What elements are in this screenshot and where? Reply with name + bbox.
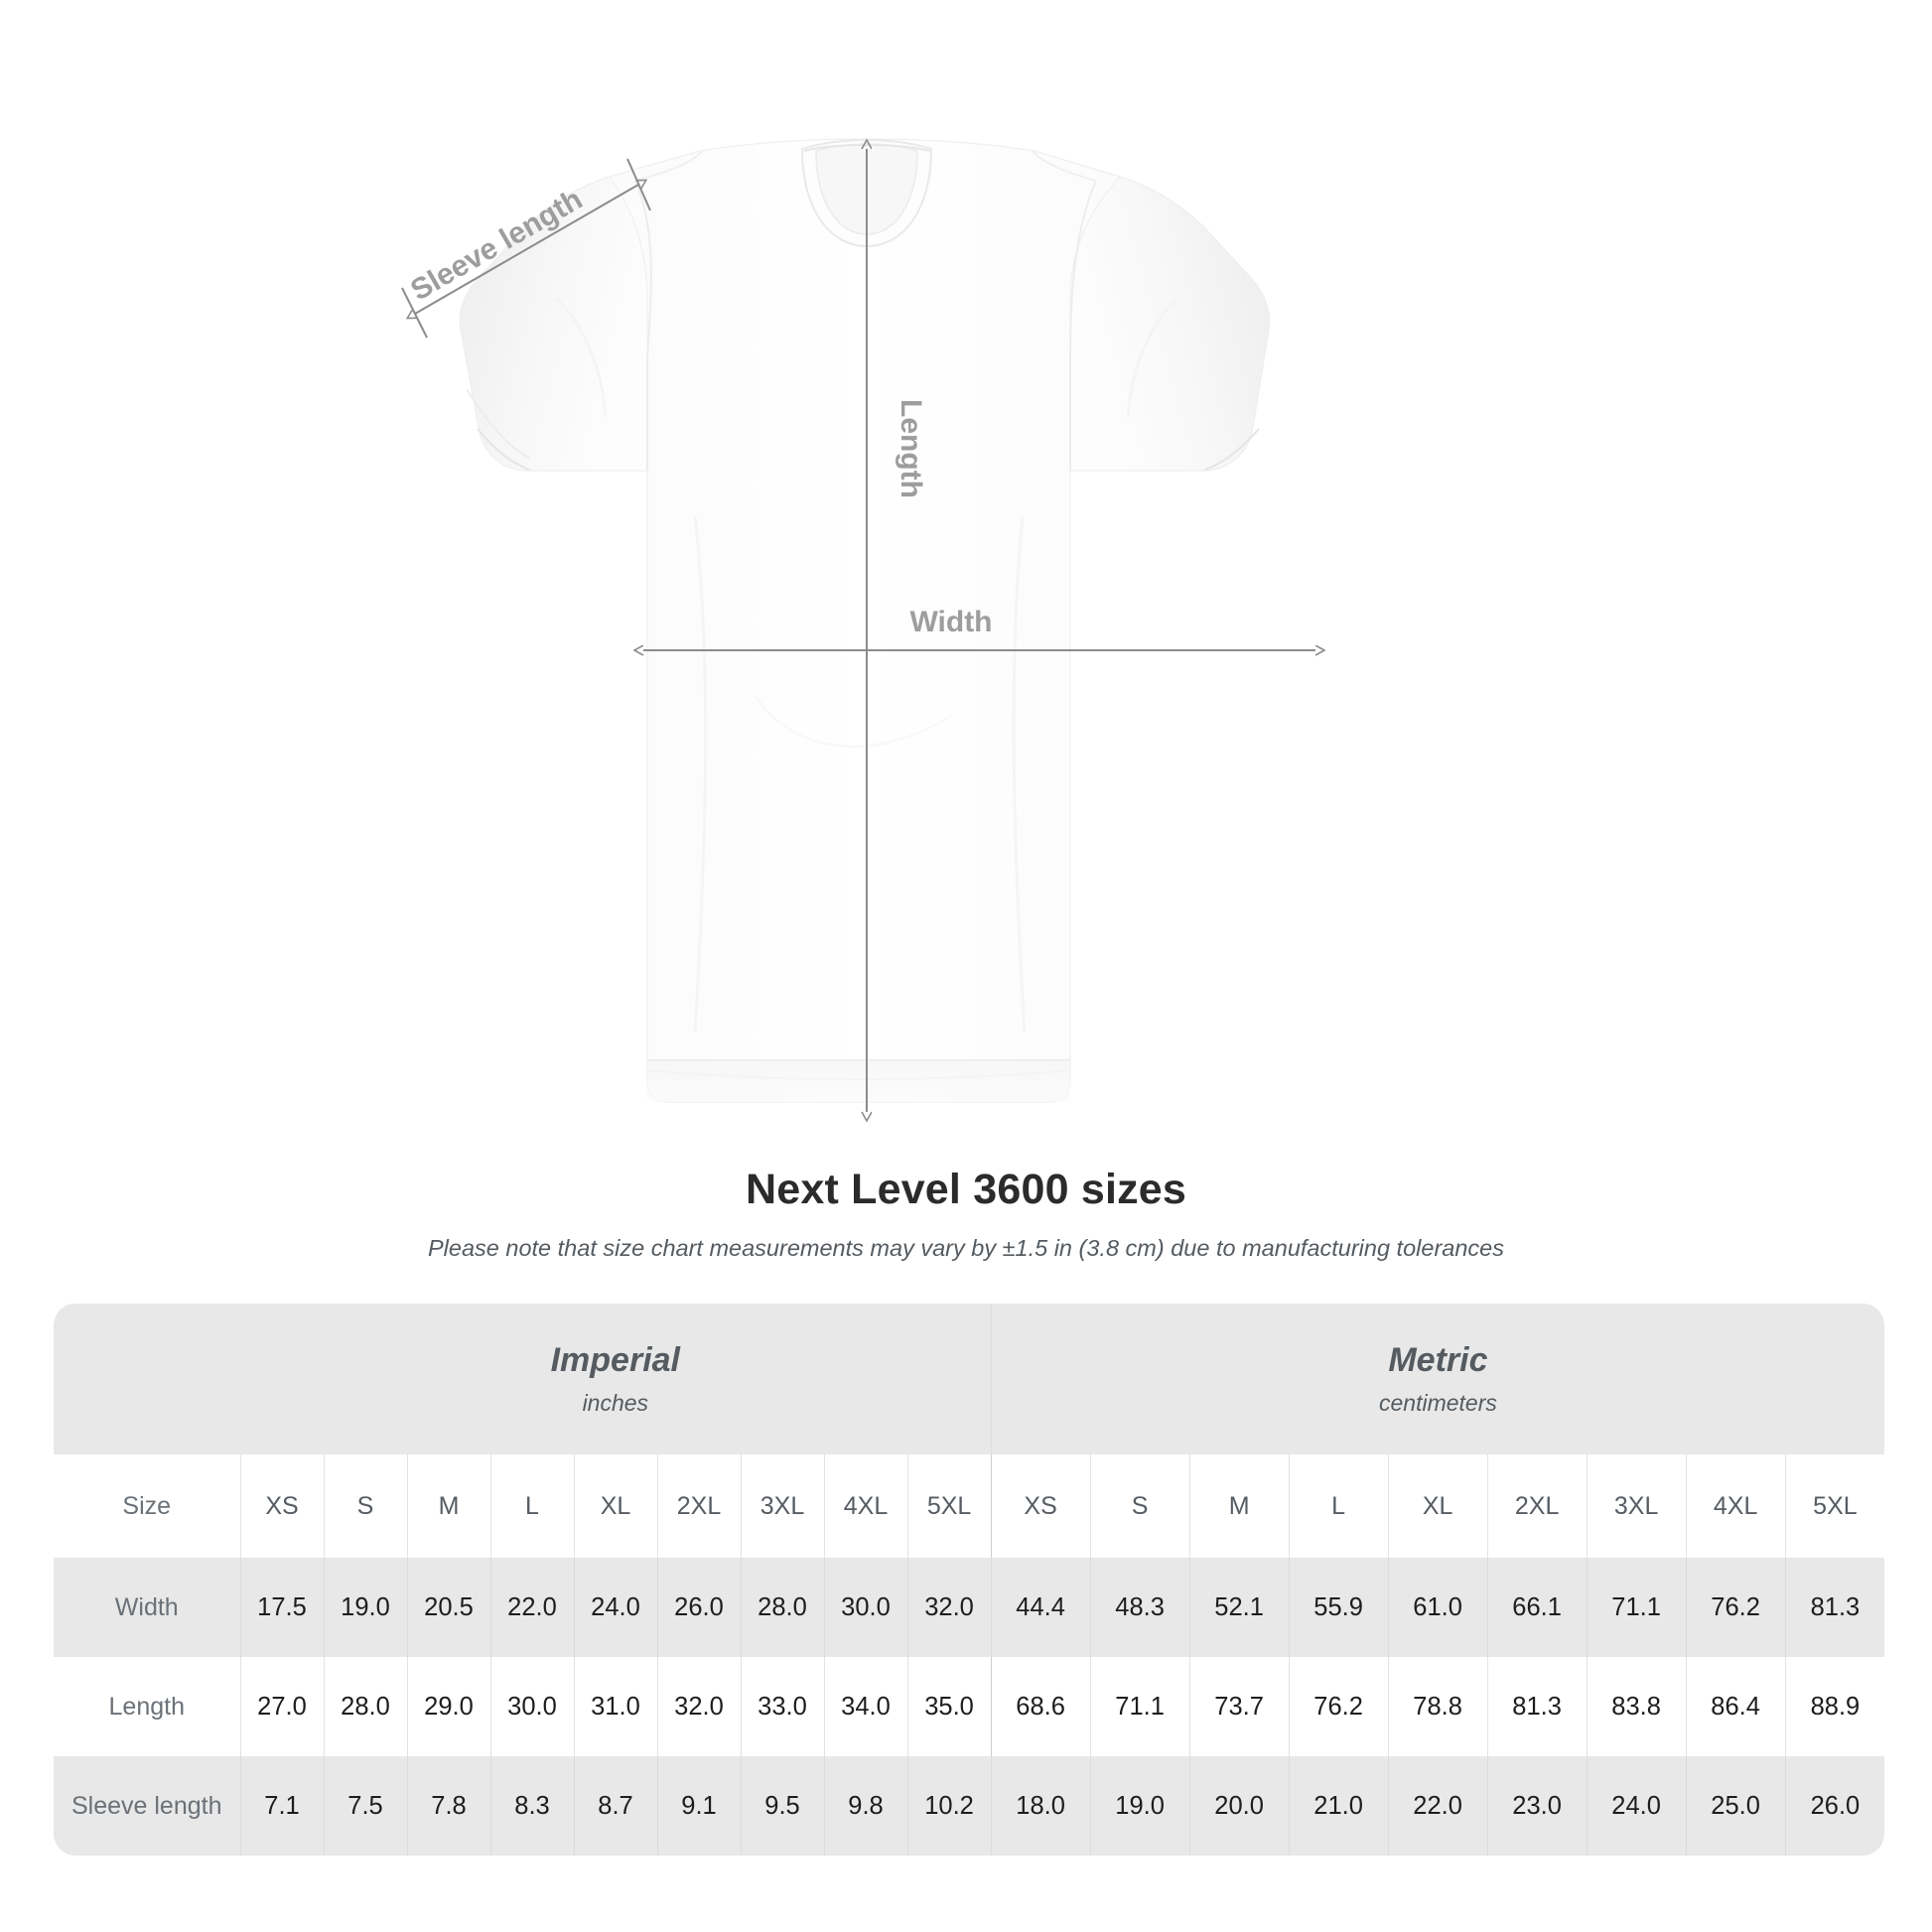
size-header-row: Size XS S M L XL 2XL 3XL 4XL 5XL XS S M L XL 2XL 3XL 4XL 5… (54, 1454, 1885, 1558)
measurement-cell: 20.0 (1188, 1756, 1290, 1856)
measurement-cell: 7.1 (239, 1756, 324, 1856)
table-row: Width 17.5 19.0 20.5 22.0 24.0 26.0 28.0 30.0 32.… (54, 1558, 1885, 1657)
size-column-header-metric-xs: XS (990, 1454, 1091, 1558)
measurement-cell: 23.0 (1486, 1756, 1587, 1856)
measurement-cell: 8.7 (573, 1756, 657, 1856)
measurement-cell: 30.0 (489, 1657, 574, 1756)
size-chart-table-wrapper: Imperial inches Metric centimeters Size XS S M L… (54, 1304, 1885, 1856)
measurement-cell: 26.0 (656, 1558, 741, 1657)
measurement-cell: 9.5 (740, 1756, 824, 1856)
size-chart-table: Imperial inches Metric centimeters Size XS S M L… (54, 1304, 1885, 1856)
size-column-header-imperial-4xl: 4XL (823, 1454, 907, 1558)
measurement-cell: 19.0 (1089, 1756, 1190, 1856)
unit-name: Imperial (550, 1341, 680, 1380)
measurement-cell: 34.0 (823, 1657, 907, 1756)
measurement-cell: 52.1 (1188, 1558, 1290, 1657)
size-column-header-metric-m: M (1188, 1454, 1290, 1558)
measurement-cell: 88.9 (1784, 1657, 1885, 1756)
measurement-cell: 21.0 (1288, 1756, 1389, 1856)
measurement-cell: 35.0 (906, 1657, 992, 1756)
tshirt-graphic (459, 138, 1271, 1103)
unit-subtitle: centimeters (1378, 1389, 1497, 1416)
measurement-cell: 32.0 (906, 1558, 992, 1657)
unit-header-metric: Metric centimeters (990, 1304, 1885, 1454)
measurement-cell: 68.6 (990, 1657, 1091, 1756)
measurement-cell: 19.0 (323, 1558, 407, 1657)
unit-name: Metric (1388, 1341, 1488, 1380)
measurement-cell: 31.0 (573, 1657, 657, 1756)
measurement-cell: 9.1 (656, 1756, 741, 1856)
title-block: Next Level 3600 sizes Please note that s… (0, 1166, 1932, 1262)
table-row: Length 27.0 28.0 29.0 30.0 31.0 32.0 33.0 34.0 35… (54, 1657, 1885, 1756)
size-column-header-imperial-3xl: 3XL (740, 1454, 824, 1558)
unit-banner-row: Imperial inches Metric centimeters (54, 1304, 1885, 1454)
measurement-cell: 7.8 (406, 1756, 490, 1856)
measurement-cell: 25.0 (1685, 1756, 1786, 1856)
measurement-cell: 83.8 (1586, 1657, 1687, 1756)
measurement-cell: 26.0 (1784, 1756, 1885, 1856)
size-column-header-imperial-2xl: 2XL (656, 1454, 741, 1558)
measurement-cell: 18.0 (990, 1756, 1091, 1856)
measurement-cell: 78.8 (1387, 1657, 1488, 1756)
measurement-cell: 28.0 (323, 1657, 407, 1756)
measurement-cell: 22.0 (489, 1558, 574, 1657)
measurement-cell: 86.4 (1685, 1657, 1786, 1756)
measurement-cell: 32.0 (656, 1657, 741, 1756)
size-column-header-imperial-m: M (406, 1454, 490, 1558)
measurement-cell: 61.0 (1387, 1558, 1488, 1657)
measurement-cell: 24.0 (573, 1558, 657, 1657)
measurement-row-label: Width (54, 1558, 240, 1657)
page-title: Next Level 3600 sizes (745, 1166, 1187, 1213)
unit-subtitle: inches (582, 1389, 649, 1416)
size-column-header-imperial-5xl: 5XL (906, 1454, 992, 1558)
measurement-cell: 24.0 (1586, 1756, 1687, 1856)
measurement-cell: 44.4 (990, 1558, 1091, 1657)
size-column-header-metric-s: S (1089, 1454, 1190, 1558)
measurement-cell: 28.0 (740, 1558, 824, 1657)
unit-header-imperial: Imperial inches (240, 1304, 992, 1454)
size-column-header-imperial-s: S (323, 1454, 407, 1558)
size-column-header-imperial-xs: XS (239, 1454, 324, 1558)
measurement-cell: 33.0 (740, 1657, 824, 1756)
measurement-cell: 27.0 (239, 1657, 324, 1756)
measurement-cell: 8.3 (489, 1756, 574, 1856)
sleeve-length-measure-line (401, 158, 651, 339)
measurement-cell: 73.7 (1188, 1657, 1290, 1756)
table-row: Sleeve length 7.1 7.5 7.8 8.3 8.7 9.1 9.5 9.8 10.… (54, 1756, 1885, 1856)
width-annotation-label: Width (909, 606, 992, 638)
size-column-header-metric-2xl: 2XL (1486, 1454, 1587, 1558)
measurement-cell: 81.3 (1486, 1657, 1587, 1756)
measurement-cell: 76.2 (1685, 1558, 1786, 1657)
measurement-cell: 55.9 (1288, 1558, 1389, 1657)
measurement-cell: 71.1 (1089, 1657, 1190, 1756)
measurement-row-label: Sleeve length (54, 1756, 240, 1856)
size-column-header-metric-3xl: 3XL (1586, 1454, 1687, 1558)
size-column-header-metric-xl: XL (1387, 1454, 1488, 1558)
size-column-header-imperial-l: L (489, 1454, 574, 1558)
page-subtitle: Please note that size chart measurements… (428, 1235, 1504, 1262)
size-column-header-imperial-xl: XL (573, 1454, 657, 1558)
size-row-label: Size (54, 1454, 240, 1558)
measurement-cell: 20.5 (406, 1558, 490, 1657)
measurement-cell: 7.5 (323, 1756, 407, 1856)
measurement-cell: 48.3 (1089, 1558, 1190, 1657)
measurement-cell: 17.5 (239, 1558, 324, 1657)
size-column-header-metric-4xl: 4XL (1685, 1454, 1786, 1558)
measurement-cell: 22.0 (1387, 1756, 1488, 1856)
measurement-cell: 81.3 (1784, 1558, 1885, 1657)
measurement-cell: 71.1 (1586, 1558, 1687, 1657)
garment-illustration: Sleeve length Length Width (401, 0, 1932, 1172)
measurement-cell: 29.0 (406, 1657, 490, 1756)
measurement-cell: 76.2 (1288, 1657, 1389, 1756)
measurement-cell: 10.2 (906, 1756, 992, 1856)
measurement-cell: 30.0 (823, 1558, 907, 1657)
size-column-header-metric-5xl: 5XL (1784, 1454, 1885, 1558)
measurement-cell: 9.8 (823, 1756, 907, 1856)
size-column-header-metric-l: L (1288, 1454, 1389, 1558)
measurement-cell: 66.1 (1486, 1558, 1587, 1657)
measurement-row-label: Length (54, 1657, 240, 1756)
unit-banner-spacer (54, 1304, 240, 1454)
length-annotation-label: Length (895, 399, 927, 498)
